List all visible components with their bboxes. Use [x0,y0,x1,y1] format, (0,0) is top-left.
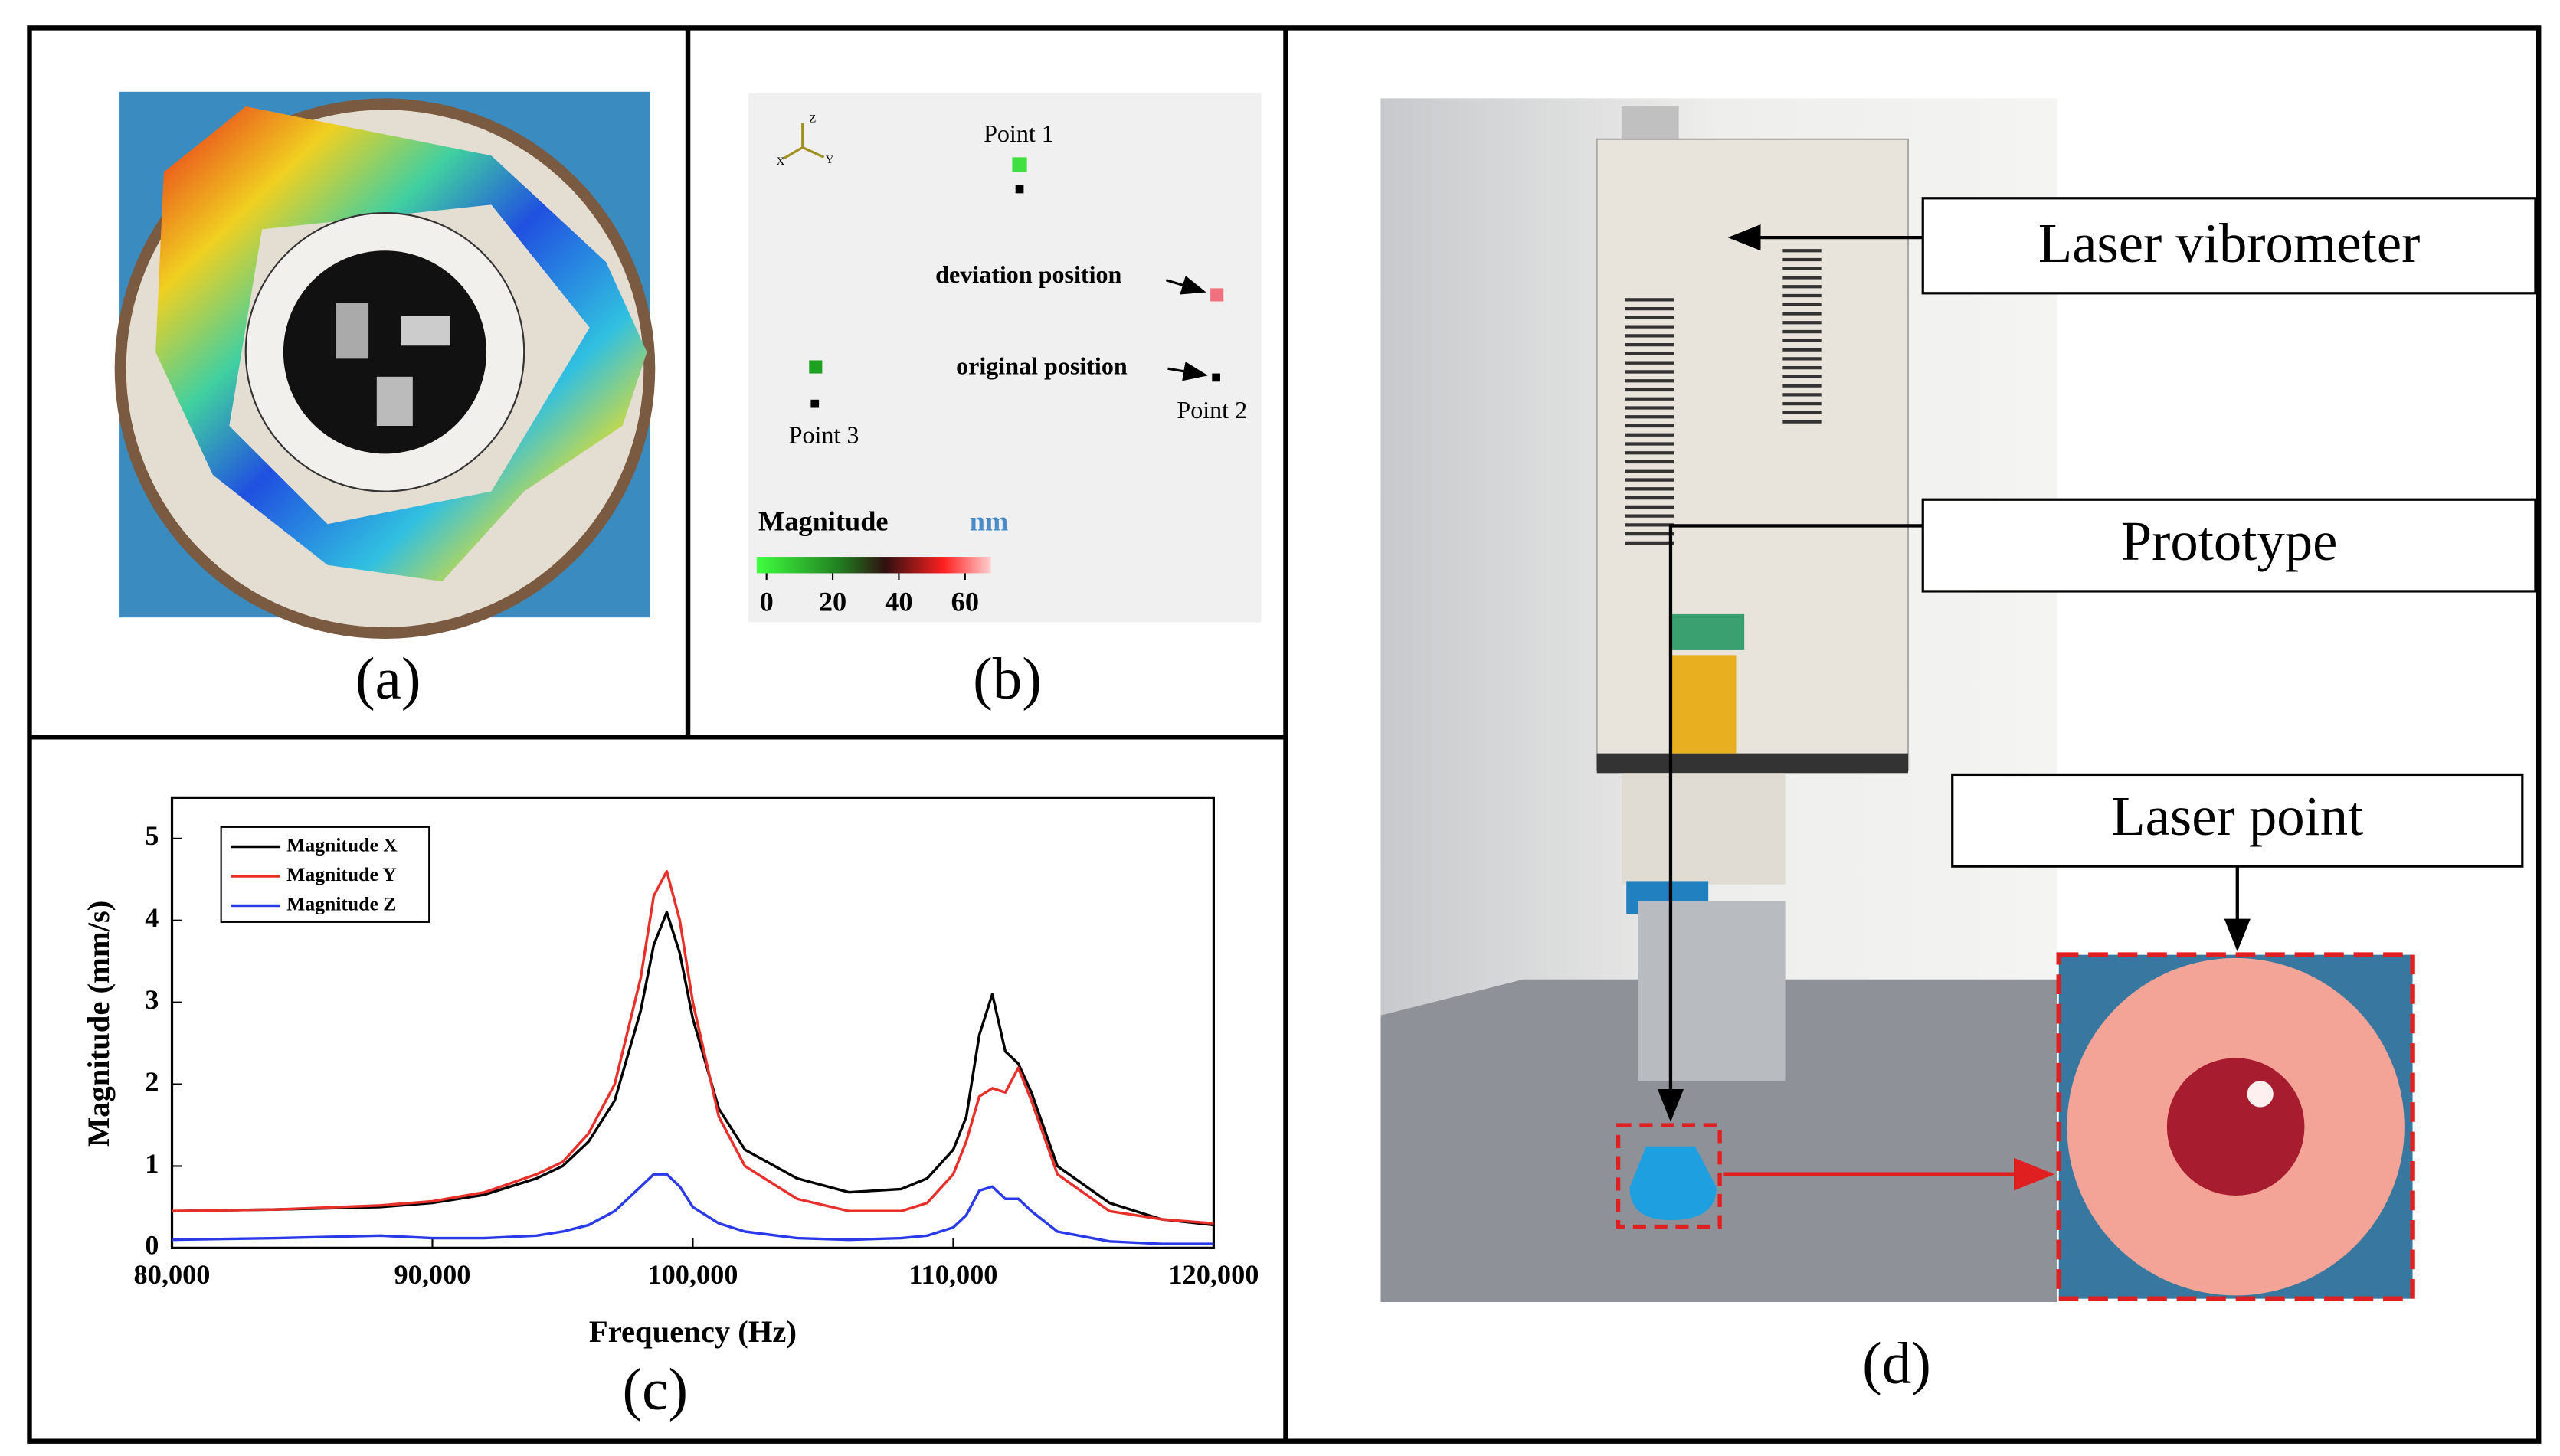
y-tick-label: 3 [145,984,159,1015]
point-label: Point 2 [1177,396,1247,424]
callout: Laser point [2111,785,2363,847]
colorbar-title: Magnitude [758,506,889,537]
line-chart: 80,000 90,000 100,000 110,000 120,000 0 1 2 3 4 5 M… [134,796,1259,1290]
x-tick-label: 80,000 [134,1259,211,1290]
callout: Laser vibrometer [2038,212,2420,274]
colorbar-ticks: 0 20 40 60 [760,573,979,617]
annotation: original position [956,352,1128,380]
x-tick-label: 90,000 [394,1259,471,1290]
triad-label: Z [809,113,816,126]
colorbar-tick-label: 0 [760,586,774,617]
x-tick-label: 100,000 [647,1259,738,1290]
annotation: deviation position [935,260,1121,288]
y-tick-label: 1 [145,1148,159,1179]
x-axis-label: Frequency (Hz) [589,1314,797,1349]
colorbar-unit: nm [970,506,1008,537]
panel-label: (b) [973,645,1042,711]
panel-label: (a) [355,645,421,711]
panel-a-photo [114,91,656,639]
colorbar-tick-label: 40 [885,586,912,617]
panel-label: (d) [1862,1330,1931,1395]
point-label: Point 1 [984,119,1054,147]
callout: Prototype [2121,510,2338,572]
y-axis-label: Magnitude (mm/s) [81,901,116,1147]
colorbar-tick-label: 20 [819,586,846,617]
y-tick-label: 2 [145,1066,159,1097]
colorbar-tick-label: 60 [951,586,979,617]
x-tick-label: 110,000 [908,1259,997,1290]
series-line [172,1173,1214,1245]
y-tick-label: 4 [145,902,159,933]
point-label: Point 3 [789,420,859,448]
y-tick-label: 5 [145,820,159,851]
triad-label: Y [826,154,834,166]
triad-label: X [777,155,785,168]
series-line [172,869,1214,1225]
panel-d-photo [1380,98,2537,1302]
panel-label: (c) [623,1356,688,1422]
x-tick-label: 120,000 [1168,1259,1259,1290]
series-line [172,911,1214,1227]
legend-label: Magnitude Z [286,892,396,914]
legend-label: Magnitude X [286,833,398,856]
y-tick-label: 0 [145,1230,159,1261]
legend-label: Magnitude Y [286,863,397,885]
panel-b-plot [748,93,1262,623]
frames [27,25,2542,1444]
